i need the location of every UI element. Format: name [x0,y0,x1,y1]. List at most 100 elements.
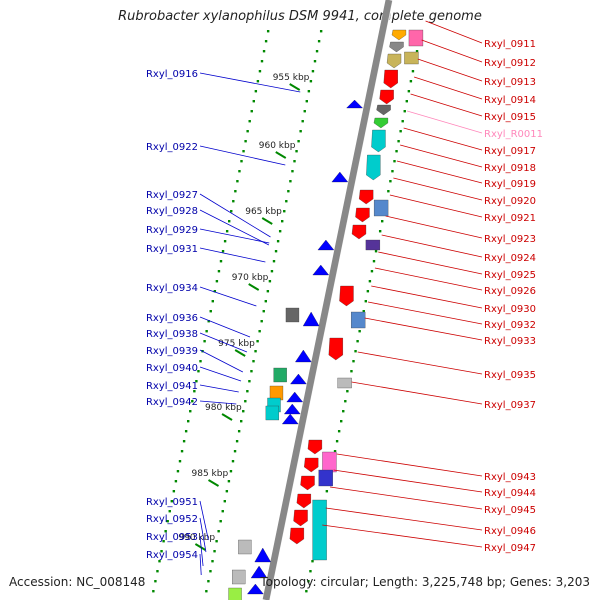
label-leader-line [421,39,483,63]
gene-label-rxyl-0927: Rxyl_0927 [146,190,198,201]
topology-label: Topology: circular; Length: 3,225,748 bp… [260,575,590,589]
tick-dot [178,460,182,463]
gene-label-rxyl-0944: Rxyl_0944 [484,488,536,499]
tick-dot [260,320,263,323]
gene-label-rxyl-0931: Rxyl_0931 [146,244,198,255]
label-leader-line [199,400,237,405]
reverse-gene [283,403,301,415]
tick-dot [281,220,284,223]
reverse-gene [228,587,242,600]
label-leader-line [385,215,483,239]
tick-dot [295,150,298,153]
gene-label-rxyl-0930: Rxyl_0930 [484,304,536,315]
tick-dot [242,410,245,413]
gene-label-rxyl-0947: Rxyl_0947 [484,543,536,554]
gene-label-rxyl-0920: Rxyl_0920 [484,196,536,207]
tick-dot [366,290,370,293]
label-leader-line [381,234,483,258]
gene-label-rxyl-0922: Rxyl_0922 [146,142,198,153]
tick-dot [340,420,343,423]
scale-guide [152,30,270,593]
tick-dot [350,370,353,373]
gene-label-rxyl-r0011: Rxyl_R0011 [484,129,543,140]
tick-dot [254,350,257,353]
tick-dot [162,540,165,543]
genome-backbone [262,0,393,600]
tick-dot [205,590,208,593]
label-leader-line [407,110,483,134]
scale-tick-label: 975 kbp [218,339,255,349]
scale-tick-label: 990 kbp [178,533,215,543]
tick-dot [225,230,229,233]
reverse-gene [302,311,320,327]
scale-tick-label: 960 kbp [259,141,296,151]
tick-dot [237,430,241,433]
tick-dot [240,160,243,163]
tick-dot [354,350,357,353]
forward-gene [339,285,354,307]
tick-dot [409,80,413,83]
forward-gene [408,29,424,47]
gene-label-rxyl-0951: Rxyl_0951 [146,497,198,508]
tick-dot [315,50,319,53]
tick-dot [228,220,231,223]
tick-dot [193,390,196,393]
tick-dot [301,120,304,123]
label-leader-line [403,127,483,151]
tick-dot [305,590,308,593]
forward-gene [391,29,407,41]
tick-dot [242,150,245,153]
gene-label-rxyl-0926: Rxyl_0926 [484,286,536,297]
tick-dot [274,250,278,253]
forward-gene [383,69,398,89]
tick-dot [246,390,249,393]
forward-gene [322,451,337,473]
label-leader-line [325,507,483,531]
forward-gene [373,199,389,217]
forward-gene [355,207,370,223]
tick-dot [195,380,198,383]
tick-dot [372,260,376,263]
forward-gene-labels: Rxyl_0911 Rxyl_0912 Rxyl_0913 Rxyl_0914 Rxyl… [322,20,543,554]
gene-label-rxyl-0937: Rxyl_0937 [484,400,536,411]
forward-gene [379,89,394,105]
gene-label-rxyl-0942: Rxyl_0942 [146,397,198,408]
reverse-gene [238,539,252,555]
tick-dot [264,300,267,303]
tick-dot [262,310,265,313]
tick-dot [207,320,210,323]
scale-tick-label: 965 kbp [245,207,282,217]
tick-dot [176,470,180,473]
tick-dot [342,410,345,413]
forward-gene [351,224,367,240]
gene-label-rxyl-0921: Rxyl_0921 [484,213,536,224]
tick-dot [184,430,188,433]
tick-dot [307,90,311,93]
inner-guide [205,30,323,593]
reverse-gene [250,565,268,579]
accession-label: Accession: NC_008148 [9,575,146,589]
tick-dot [278,230,282,233]
forward-gene [371,129,386,153]
tick-dot [240,420,243,423]
tick-dot [399,130,402,133]
label-leader-line [393,177,483,201]
tick-dot [266,290,270,293]
forward-gene [404,51,419,65]
forward-gene [289,527,305,545]
gene-label-rxyl-0915: Rxyl_0915 [484,112,536,123]
tick-dot [215,280,219,283]
tick-dot [164,530,167,533]
scale-ticks: 955 kbp 960 kbp 965 kbp 970 kbp 975 kbp 980 k… [178,73,310,551]
tick-dot [252,100,255,103]
gene-label-rxyl-0932: Rxyl_0932 [484,320,536,331]
reverse-gene [273,367,287,383]
label-leader-line [400,144,483,168]
label-leader-line [351,381,483,405]
tick-dot [229,470,233,473]
gene-label-rxyl-0925: Rxyl_0925 [484,270,536,281]
gene-label-rxyl-0946: Rxyl_0946 [484,526,536,537]
gene-label-rxyl-0939: Rxyl_0939 [146,346,198,357]
backbone-highlight [269,0,394,600]
tick-dot [311,70,315,73]
